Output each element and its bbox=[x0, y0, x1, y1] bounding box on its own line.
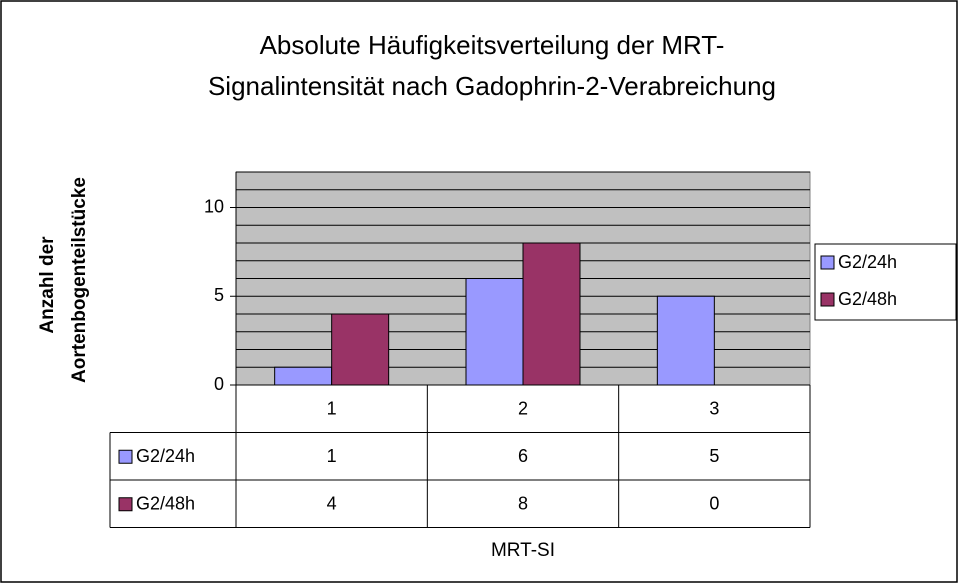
y-axis-title: Aortenbogenteilstücke bbox=[69, 177, 90, 383]
table-value: 4 bbox=[327, 494, 337, 514]
y-tick-label: 5 bbox=[214, 285, 224, 305]
y-axis-title: Anzahl der bbox=[37, 236, 58, 334]
x-axis-title: MRT-SI bbox=[491, 540, 555, 561]
table-series-label: G2/48h bbox=[136, 494, 195, 514]
legend-key bbox=[820, 292, 835, 307]
x-tick-label: 1 bbox=[327, 399, 337, 419]
legend-key bbox=[820, 255, 835, 270]
bar bbox=[656, 295, 715, 386]
y-tick-label: 10 bbox=[204, 196, 224, 216]
bar bbox=[465, 278, 524, 386]
chart-title: Signalintensität nach Gadophrin-2-Verabr… bbox=[208, 71, 776, 101]
legend bbox=[814, 243, 957, 321]
table-series-label: G2/24h bbox=[136, 446, 195, 466]
bar bbox=[331, 313, 390, 386]
table-value: 6 bbox=[518, 446, 528, 466]
legend-key bbox=[118, 497, 133, 512]
chart-title: Absolute Häufigkeitsverteilung der MRT- bbox=[260, 30, 725, 60]
bar bbox=[522, 242, 581, 386]
table-value: 1 bbox=[327, 446, 337, 466]
x-tick-label: 3 bbox=[709, 399, 719, 419]
bar bbox=[274, 366, 333, 386]
table-value: 0 bbox=[709, 494, 719, 514]
x-tick-label: 2 bbox=[518, 399, 528, 419]
legend-label: G2/48h bbox=[838, 289, 897, 309]
legend-label: G2/24h bbox=[838, 252, 897, 272]
y-tick-label: 0 bbox=[214, 374, 224, 394]
table-value: 5 bbox=[709, 446, 719, 466]
legend-key bbox=[118, 449, 133, 464]
table-value: 8 bbox=[518, 494, 528, 514]
